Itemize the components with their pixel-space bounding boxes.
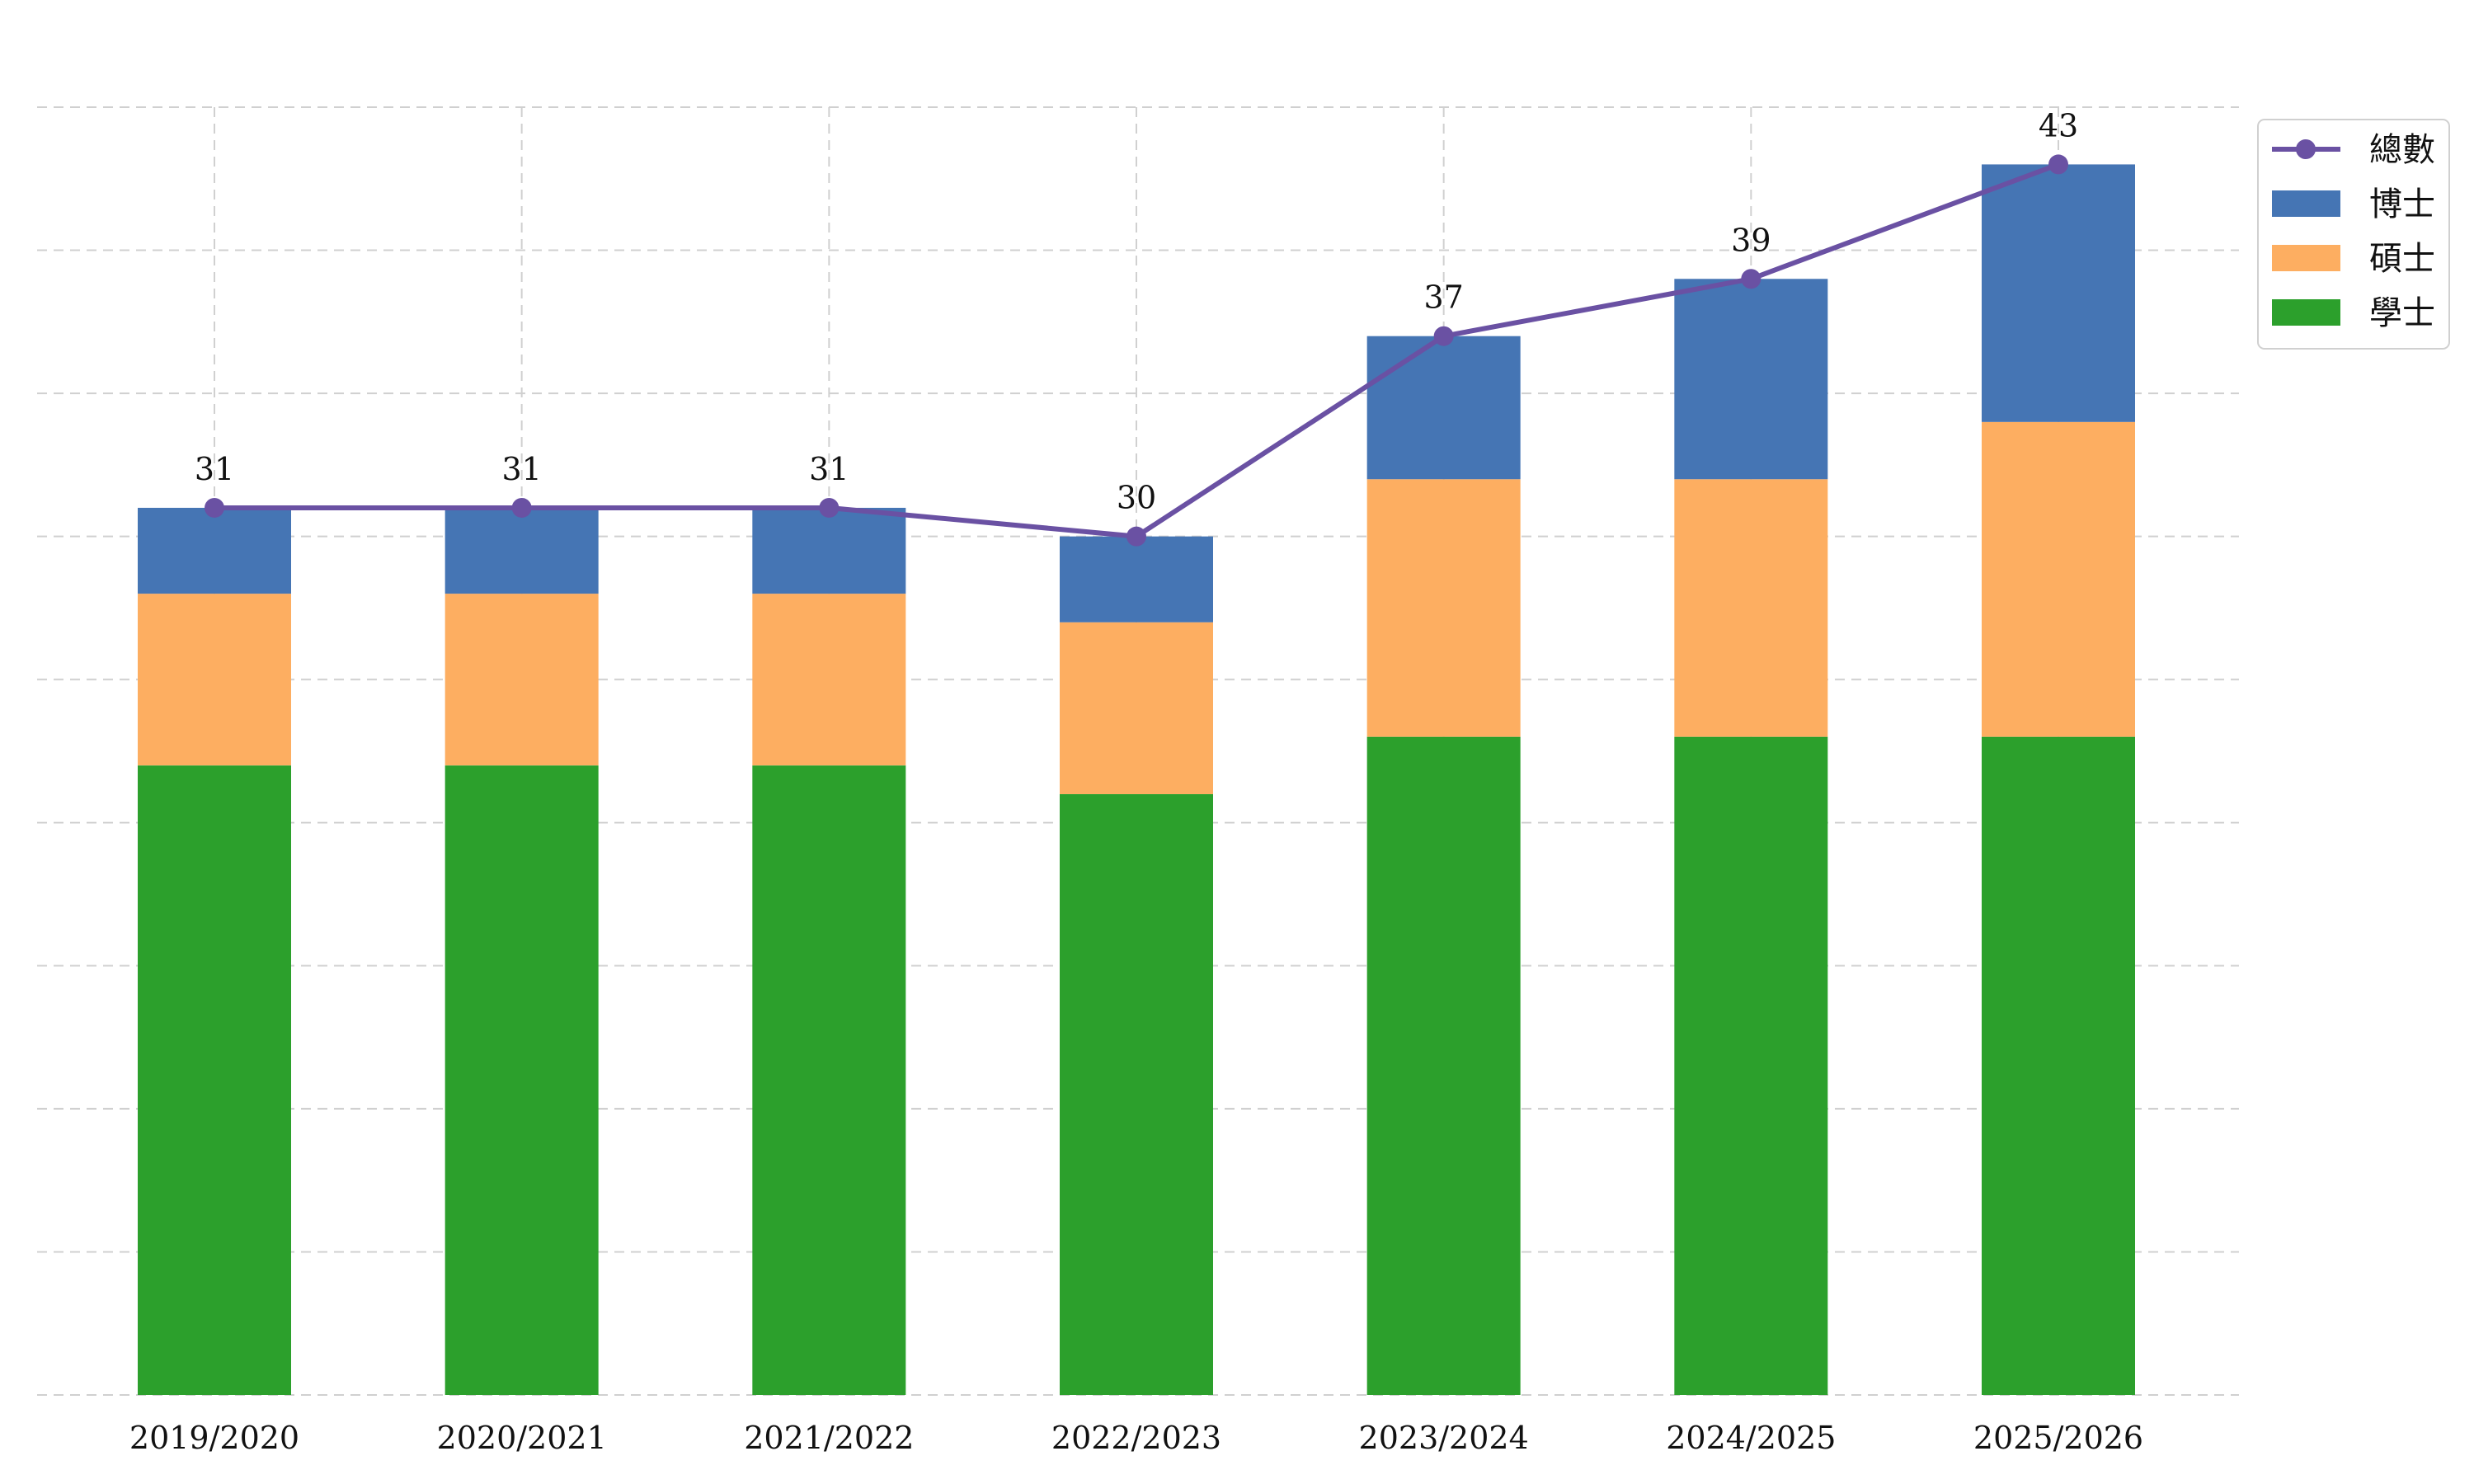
- bar-segment-學士-2019/2020: [138, 765, 291, 1395]
- bar-segment-碩士-2022/2023: [1060, 622, 1213, 795]
- bar-segment-碩士-2020/2021: [444, 594, 599, 766]
- total-point-2020/2021: [511, 497, 532, 518]
- bar-segment-博士-2019/2020: [138, 507, 291, 594]
- total-point-2021/2022: [819, 497, 840, 518]
- bar-segment-碩士-2021/2022: [752, 594, 906, 766]
- x-tick-label: 2025/2026: [1973, 1420, 2143, 1456]
- legend-item-博士: 博士: [2272, 186, 2435, 223]
- bar-segment-博士-2020/2021: [444, 507, 599, 594]
- x-tick-label: 2020/2021: [437, 1420, 607, 1456]
- total-data-label: 39: [1731, 222, 1771, 258]
- bar-segment-碩士-2025/2026: [1982, 421, 2135, 737]
- total-point-2023/2024: [1433, 326, 1454, 346]
- bar-segment-學士-2021/2022: [752, 765, 906, 1395]
- x-tick-label: 2024/2025: [1666, 1420, 1836, 1456]
- x-tick-label: 2023/2024: [1359, 1420, 1529, 1456]
- bar-segment-學士-2022/2023: [1060, 794, 1213, 1395]
- total-data-label: 37: [1423, 279, 1463, 316]
- bar-segment-碩士-2024/2025: [1674, 479, 1828, 737]
- total-data-label: 43: [2039, 107, 2078, 143]
- legend-item-碩士: 碩士: [2272, 240, 2435, 278]
- bars-layer: [138, 164, 2135, 1395]
- total-point-2019/2020: [205, 497, 224, 518]
- bar-segment-碩士-2019/2020: [138, 594, 291, 766]
- x-tick-label: 2021/2022: [744, 1420, 914, 1456]
- legend-color-swatch: [2272, 299, 2340, 326]
- x-tick-label: 2019/2020: [129, 1420, 299, 1456]
- x-tick-label: 2022/2023: [1051, 1420, 1221, 1456]
- bar-segment-學士-2024/2025: [1674, 736, 1828, 1395]
- legend-color-swatch: [2272, 245, 2340, 271]
- bar-segment-學士-2020/2021: [444, 765, 599, 1395]
- bar-segment-博士-2024/2025: [1674, 279, 1828, 480]
- bar-segment-學士-2023/2024: [1366, 736, 1521, 1395]
- bar-segment-博士-2021/2022: [752, 507, 906, 594]
- bar-segment-博士-2025/2026: [1982, 164, 2135, 422]
- legend-label: 學士: [2369, 294, 2435, 332]
- line-layer: [205, 154, 2068, 547]
- total-data-label: 31: [809, 451, 849, 487]
- legend-color-swatch: [2272, 190, 2340, 217]
- legend-label: 總數: [2369, 131, 2435, 169]
- total-data-label: 30: [1117, 480, 1156, 516]
- total-point-2022/2023: [1126, 526, 1146, 547]
- legend-label: 碩士: [2369, 240, 2435, 278]
- legend-frame: [2257, 119, 2450, 350]
- labels-layer: 31 2019/2020 31 2020/2021 31 2021/2022 30 2022/…: [129, 107, 2143, 1456]
- legend-marker-swatch: [2296, 139, 2316, 159]
- bar-segment-碩士-2023/2024: [1366, 479, 1521, 737]
- total-point-2024/2025: [1741, 269, 1761, 289]
- legend-label: 博士: [2369, 186, 2435, 223]
- bar-segment-博士-2023/2024: [1366, 336, 1521, 480]
- bar-segment-學士-2025/2026: [1982, 736, 2135, 1395]
- bar-segment-博士-2022/2023: [1060, 536, 1213, 622]
- legend-item-總數: 總數: [2272, 131, 2435, 169]
- total-data-label: 31: [501, 451, 541, 487]
- total-data-label: 31: [195, 451, 234, 487]
- total-point-2025/2026: [2048, 154, 2068, 175]
- legend-item-學士: 學士: [2272, 294, 2435, 332]
